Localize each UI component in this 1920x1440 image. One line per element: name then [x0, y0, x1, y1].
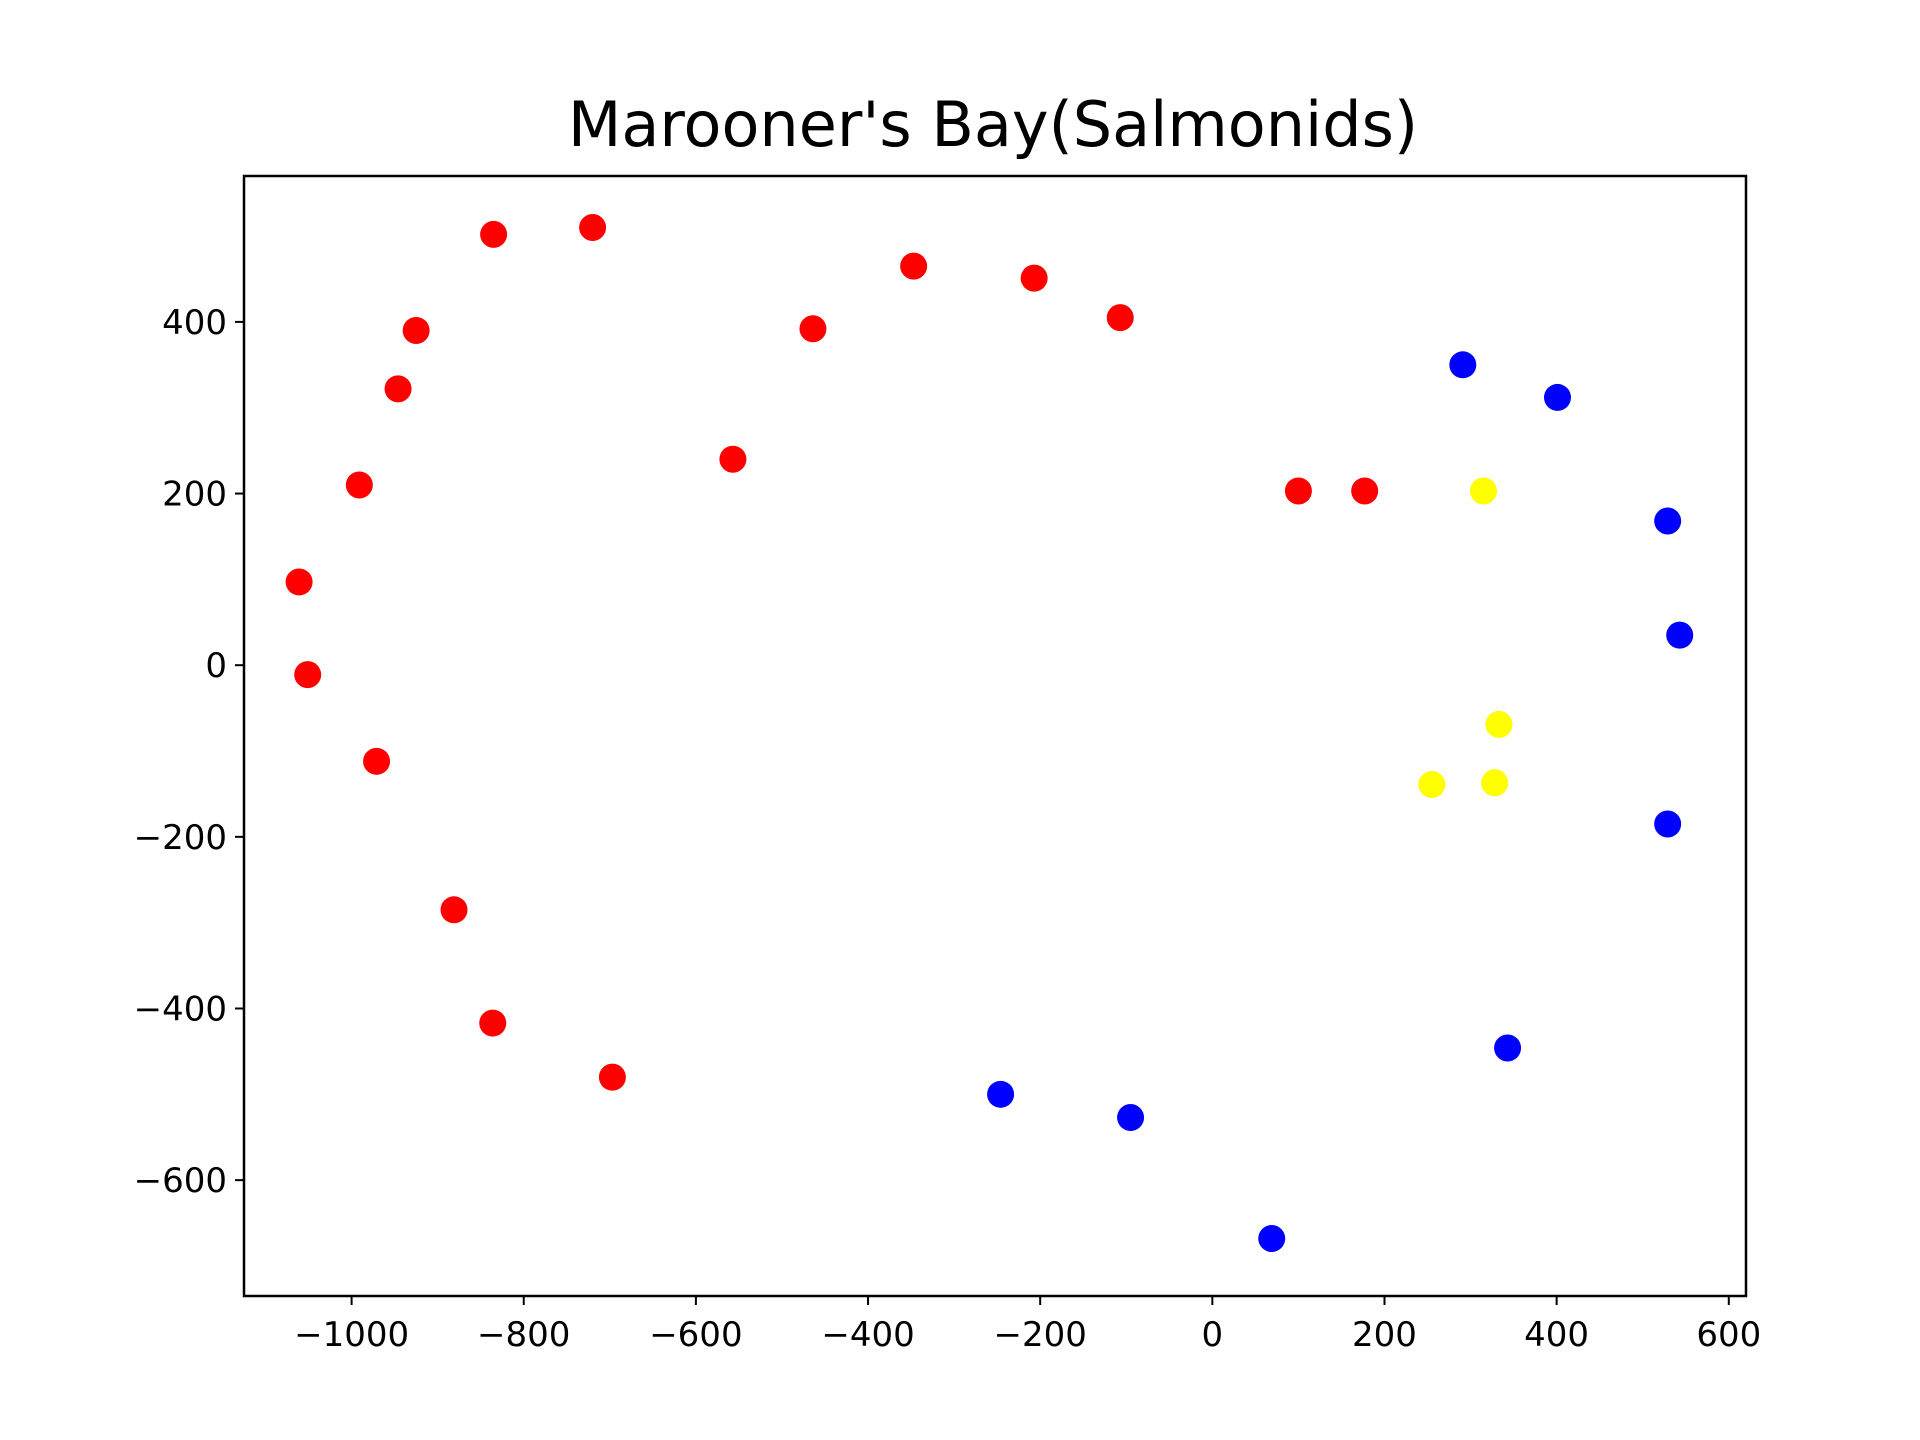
- y-tick-label: −600: [134, 1161, 227, 1201]
- series-0: [285, 213, 1379, 1091]
- data-point: [1020, 264, 1048, 292]
- x-tick-label: −200: [993, 1315, 1086, 1355]
- data-point: [285, 568, 313, 596]
- data-point: [1418, 770, 1446, 798]
- data-point: [1117, 1103, 1145, 1131]
- y-tick-label: −400: [134, 989, 227, 1029]
- data-point: [719, 445, 747, 473]
- data-point: [987, 1080, 1015, 1108]
- y-tick-label: 400: [162, 303, 227, 343]
- x-tick-label: −600: [649, 1315, 742, 1355]
- x-tick-label: −800: [477, 1315, 570, 1355]
- data-point: [402, 316, 430, 344]
- y-tick-label: 200: [162, 475, 227, 515]
- data-point: [900, 252, 928, 280]
- data-point: [479, 1009, 507, 1037]
- y-axis: −600 −400 −200 0 200 400: [134, 303, 244, 1201]
- data-point: [1106, 304, 1134, 332]
- data-point: [579, 213, 607, 241]
- data-points: [285, 213, 1694, 1252]
- x-tick-label: 400: [1524, 1315, 1589, 1355]
- data-point: [1494, 1034, 1522, 1062]
- data-point: [1543, 383, 1571, 411]
- x-tick-label: 600: [1696, 1315, 1761, 1355]
- data-point: [384, 375, 412, 403]
- data-point: [1485, 710, 1513, 738]
- data-point: [440, 896, 468, 924]
- series-1: [987, 351, 1694, 1252]
- data-point: [363, 747, 391, 775]
- x-tick-label: −400: [821, 1315, 914, 1355]
- x-tick-label: 0: [1202, 1315, 1224, 1355]
- data-point: [1449, 351, 1477, 379]
- x-axis: −1000 −800 −600 −400 −200 0 200 400 600: [294, 1296, 1761, 1355]
- data-point: [598, 1063, 626, 1091]
- y-tick-label: 0: [205, 646, 227, 686]
- data-point: [1351, 477, 1379, 505]
- x-tick-label: 200: [1352, 1315, 1417, 1355]
- data-point: [1258, 1224, 1286, 1252]
- data-point: [480, 220, 508, 248]
- data-point: [1469, 477, 1497, 505]
- data-point: [1481, 769, 1509, 797]
- y-tick-label: −200: [134, 818, 227, 858]
- data-point: [1654, 507, 1682, 535]
- data-point: [294, 661, 322, 689]
- plot-area-frame: [242, 174, 1748, 1298]
- series-2: [1418, 477, 1513, 798]
- data-point: [1284, 477, 1312, 505]
- data-point: [799, 315, 827, 343]
- data-point: [1666, 621, 1694, 649]
- data-point: [1654, 810, 1682, 838]
- chart-title: Marooner's Bay(Salmonids): [568, 88, 1418, 161]
- x-tick-label: −1000: [294, 1315, 409, 1355]
- data-point: [345, 471, 373, 499]
